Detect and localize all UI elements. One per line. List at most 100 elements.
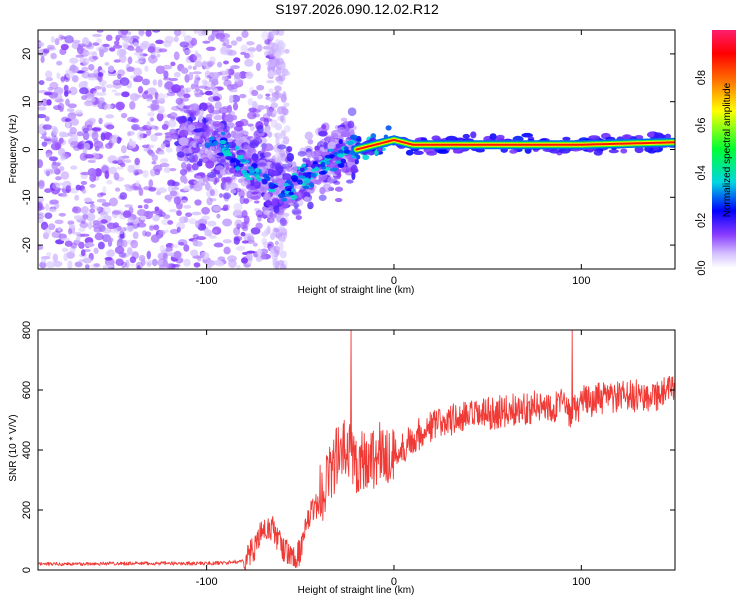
band-halo-blob [558,148,571,154]
noise-blob [235,245,246,252]
noise-blob [111,89,118,93]
noise-blob [171,263,181,268]
noise-band-blob [276,66,282,76]
noise-blob [43,138,52,142]
noise-blob [193,262,201,268]
noise-blob [255,62,261,72]
noise-blob [38,113,47,119]
noise-blob [58,131,68,138]
noise-blob [88,77,98,81]
noise-blob [73,239,81,246]
noise-blob [127,131,132,137]
signal-cloud-blob [286,152,295,162]
signal-cloud-blob [265,199,272,207]
noise-blob [96,198,107,203]
signal-cloud-blob [278,196,283,205]
noise-blob [154,125,159,131]
noise-blob [236,223,241,230]
noise-blob [225,68,230,76]
noise-blob [209,235,217,239]
colorbar-tick-label: 0.4 [696,165,708,180]
noise-blob [63,84,69,92]
signal-cloud-blob [286,164,293,173]
noise-blob [157,147,162,151]
noise-blob [83,100,94,107]
signal-cloud-blob [246,190,253,199]
x-tick-label: 100 [572,275,590,287]
signal-cloud-blob [297,150,307,157]
signal-cloud-blob [291,208,302,215]
noise-blob [114,226,125,235]
noise-blob [154,234,163,239]
noise-blob [239,118,249,127]
band-halo-blob [634,146,644,154]
noise-blob [247,97,254,106]
signal-cloud-blob [233,125,243,132]
signal-cloud-blob [201,131,212,137]
signal-cloud-blob [224,113,234,123]
y-tick-label: -10 [21,189,33,205]
noise-blob [157,92,165,102]
noise-blob [96,192,104,198]
signal-cloud-blob [282,219,288,227]
noise-blob [184,49,192,55]
noise-blob [122,210,132,218]
noise-blob [38,214,45,220]
noise-blob [41,141,48,147]
noise-band-blob [272,69,278,76]
noise-blob [205,60,216,66]
signal-core-blob [261,178,268,185]
noise-blob [109,47,116,52]
noise-blob [222,204,229,211]
signal-core-blob [223,151,229,157]
noise-blob [261,231,269,237]
noise-blob [41,224,48,229]
colorbar-tick-label: 0.6 [696,118,708,133]
signal-cloud-blob [188,115,197,122]
noise-band-blob [268,69,274,78]
noise-blob [115,258,124,266]
noise-blob [256,248,263,257]
noise-blob [195,175,203,183]
noise-blob [50,52,57,60]
noise-blob [255,256,263,263]
signal-core-blob [337,162,345,168]
noise-blob [87,73,98,79]
noise-blob [88,63,95,71]
noise-band-blob [269,218,274,224]
noise-band-blob [279,114,285,123]
signal-cloud-blob [268,145,274,151]
noise-blob [163,166,171,174]
x-tick-label: 0 [391,275,397,287]
spectrogram-heatmap [38,30,675,269]
noise-blob [54,219,64,225]
noise-blob [65,70,74,79]
noise-blob [222,218,233,227]
noise-blob [154,132,163,136]
noise-blob [117,34,123,39]
noise-blob [244,52,250,59]
noise-blob [125,185,135,192]
noise-blob [45,170,51,177]
signal-core-blob [281,197,288,202]
noise-band-blob [274,240,280,246]
noise-blob [188,218,197,225]
signal-cloud-blob [241,209,248,219]
noise-blob [38,159,44,169]
noise-blob [74,194,80,201]
noise-blob [246,250,256,254]
noise-blob [96,92,107,97]
noise-blob [65,98,70,107]
signal-core-blob [241,169,248,175]
signal-cloud-blob [337,126,345,134]
noise-blob [133,219,138,225]
noise-blob [214,177,220,183]
noise-blob [88,55,98,62]
noise-blob [121,145,127,154]
noise-blob [38,245,44,251]
noise-blob [104,170,110,179]
noise-band-blob [267,58,276,68]
noise-blob [102,227,112,234]
noise-blob [94,168,102,177]
